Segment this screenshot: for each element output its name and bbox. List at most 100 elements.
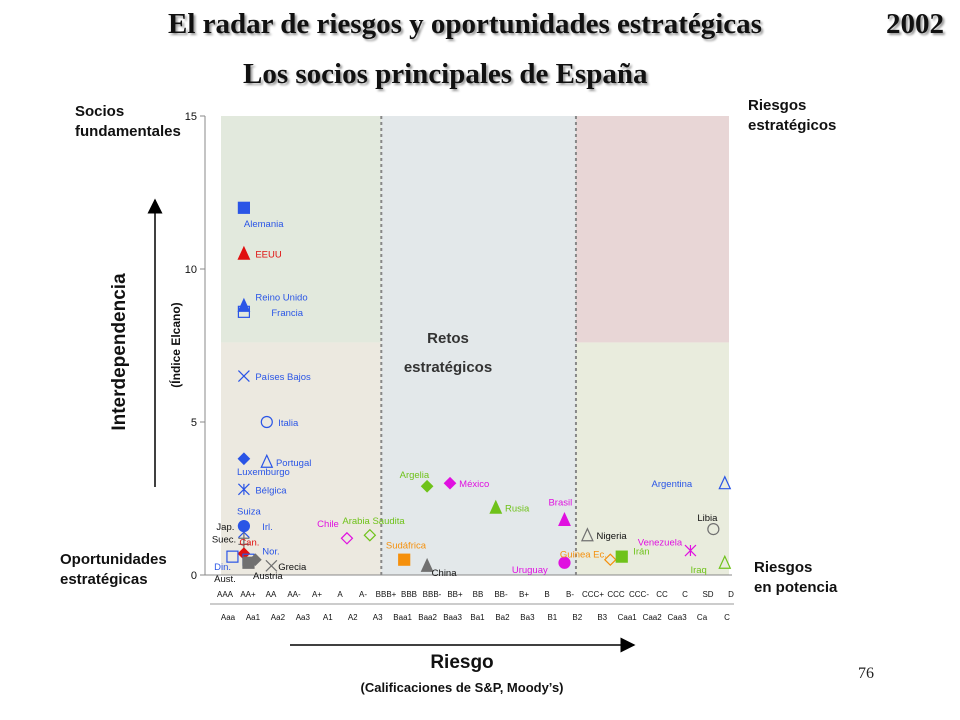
label-argentina: Argentina <box>652 479 693 490</box>
label-luxemburgo: Luxemburgo <box>237 467 290 478</box>
x-tick-label-moodys: B1 <box>547 613 557 622</box>
corner-bottom-right: Riesgos en potencia <box>754 558 837 598</box>
label-aust-: Aust. <box>214 574 236 585</box>
label-suec-: Suec. <box>212 534 236 545</box>
x-tick-label-sp: BBB- <box>423 590 442 599</box>
point-uruguay <box>558 556 571 569</box>
point-din- <box>226 550 239 563</box>
point-brasil <box>558 511 571 527</box>
x-tick-label-moodys: C <box>724 613 730 622</box>
corner-top-left-line2: fundamentales <box>75 123 181 140</box>
corner-top-left-line1: Socios <box>75 103 125 120</box>
label-nor-: Nor. <box>262 547 279 558</box>
x-tick-label-sp: BB+ <box>447 590 463 599</box>
label-irl-: Irl. <box>262 522 273 533</box>
x-tick-label-sp: B <box>544 590 549 599</box>
zone-3 <box>575 116 729 343</box>
x-tick-label-moodys: Ba1 <box>470 613 485 622</box>
label-países-bajos: Países Bajos <box>255 372 311 383</box>
x-tick-label-moodys: A2 <box>348 613 358 622</box>
y-tick-label: 0 <box>191 570 197 582</box>
corner-bottom-left: Oportunidades estratégicas <box>60 550 167 590</box>
x-tick-label-moodys: Caa1 <box>618 613 638 622</box>
corner-top-right: Riesgos estratégicos <box>748 96 836 136</box>
point-venezuela <box>684 544 697 557</box>
axes-layer <box>147 116 734 653</box>
label-eeuu: EEUU <box>255 250 282 261</box>
point-bélgica <box>237 483 250 496</box>
x-tick-label-moodys: Ba3 <box>520 613 535 622</box>
corner-bottom-right-line2: en potencia <box>754 579 838 596</box>
label-din-: Din. <box>214 562 231 573</box>
x-tick-label-moodys: Aa2 <box>271 613 286 622</box>
x-tick-label-sp: A <box>337 590 343 599</box>
label-rusia: Rusia <box>505 504 530 515</box>
x-tick-label-sp: A+ <box>312 590 322 599</box>
label-brasil: Brasil <box>548 498 572 509</box>
y-ticks: 0 5 10 15 <box>185 111 205 582</box>
zone-0 <box>221 116 382 343</box>
label-bélgica: Bélgica <box>255 485 287 496</box>
x-tick-label-sp: CCC+ <box>582 590 604 599</box>
point-grecia <box>265 559 278 572</box>
zone-label-line1: Retos <box>427 330 469 347</box>
x-tick-label-moodys: A1 <box>323 613 333 622</box>
corner-top-right-line2: estratégicos <box>748 117 837 134</box>
point-arabia-saudita <box>363 528 377 542</box>
x-tick-label-sp: C <box>682 590 688 599</box>
label-méxico: México <box>459 479 489 490</box>
x-tick-label-moodys: Ba2 <box>495 613 510 622</box>
point-méxico <box>443 476 457 490</box>
x-tick-label-sp: BBB <box>401 590 417 599</box>
x-tick-label-moodys: Baa1 <box>393 613 412 622</box>
label-chile: Chile <box>317 519 339 530</box>
point-portugal <box>260 453 274 468</box>
corner-bottom-left-line1: Oportunidades <box>60 551 167 568</box>
y-axis-subtitle: (Índice Elcano) <box>168 302 183 387</box>
label-austria: Austria <box>253 571 283 582</box>
x-tick-label-sp: D <box>728 590 734 599</box>
label-arabia-saudita: Arabia Saudita <box>342 516 405 527</box>
y-tick-label: 15 <box>185 111 197 123</box>
x-tick-label-moodys: Caa3 <box>668 613 688 622</box>
x-tick-label-moodys: Baa3 <box>443 613 462 622</box>
page-title: El radar de riesgos y oportunidades estr… <box>168 8 762 40</box>
point-argentina <box>718 475 732 490</box>
x-tick-label-moodys: Ca <box>697 613 708 622</box>
x-tick-label-moodys: Baa2 <box>418 613 437 622</box>
point-china <box>420 557 434 572</box>
x-tick-label-sp: B+ <box>519 590 529 599</box>
x-tick-label-sp: BBB+ <box>376 590 397 599</box>
x-tick-label-sp: CCC- <box>629 590 649 599</box>
zone-dividers <box>380 116 577 575</box>
corner-top-right-line1: Riesgos <box>748 97 807 114</box>
x-tick-label-moodys: B2 <box>572 613 582 622</box>
x-tick-label-moodys: A3 <box>373 613 383 622</box>
x-tick-label-sp: BB- <box>494 590 508 599</box>
point-iraq <box>718 554 732 569</box>
corner-bottom-right-line1: Riesgos <box>754 559 813 576</box>
label-portugal: Portugal <box>276 458 311 469</box>
label-irán: Irán <box>633 547 649 558</box>
y-tick-label: 10 <box>185 264 197 276</box>
point-reino-unido <box>237 297 251 312</box>
x-tick-label-sp: AA <box>266 590 277 599</box>
x-tick-label-sp: A- <box>359 590 367 599</box>
label-china: China <box>432 568 458 579</box>
x-tick-label-moodys: Aaa <box>221 613 236 622</box>
label-grecia: Grecia <box>278 562 307 573</box>
label-reino-unido: Reino Unido <box>255 293 307 304</box>
label-alemania: Alemania <box>244 219 284 230</box>
year-label: 2002 <box>886 8 944 40</box>
point-austria <box>249 553 262 567</box>
corner-top-left: Socios fundamentales <box>75 102 181 142</box>
point-argelia <box>420 479 434 493</box>
zones-layer <box>221 116 729 575</box>
point-libia <box>707 522 720 536</box>
label-sudáfrica: Sudáfrica <box>386 540 427 551</box>
point-suiza <box>237 519 250 533</box>
label-can-: Can. <box>239 537 259 548</box>
page-subtitle: Los socios principales de España <box>243 58 648 90</box>
x-tick-label-sp: AA- <box>287 590 301 599</box>
